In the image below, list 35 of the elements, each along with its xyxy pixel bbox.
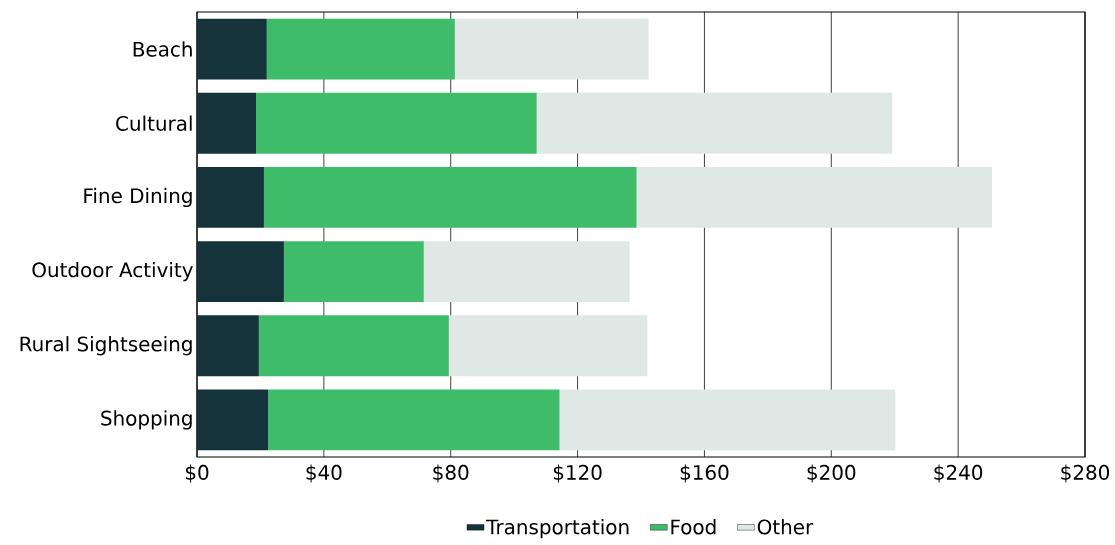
bar — [197, 92, 256, 154]
bar — [268, 389, 560, 451]
x-tick-label: $0 — [185, 464, 209, 483]
x-tick-label: $240 — [934, 464, 983, 483]
bar — [197, 167, 264, 228]
bar — [448, 315, 648, 377]
bar — [283, 241, 424, 302]
y-tick-label: Rural Sightseeing — [20, 336, 192, 356]
x-tick-label: $160 — [680, 464, 729, 483]
y-tick-label: Cultural — [116, 115, 192, 131]
x-tick-label: $80 — [433, 464, 469, 483]
x-tick-label: $280 — [1061, 464, 1110, 483]
x-tick-label: $200 — [807, 464, 856, 483]
y-tick-label: Beach — [133, 41, 192, 57]
bar — [263, 167, 637, 228]
bar — [559, 389, 896, 451]
bar — [197, 389, 269, 451]
legend-label: Transportation — [486, 519, 629, 539]
bar — [266, 18, 455, 80]
legend-label: Food — [671, 519, 716, 535]
x-tick-label: $120 — [553, 464, 602, 483]
bar — [197, 241, 284, 302]
legend-label: Other — [757, 519, 814, 535]
bar — [197, 315, 259, 377]
bar — [636, 167, 993, 228]
bar — [423, 241, 630, 302]
y-tick-label: Outdoor Activity — [32, 261, 193, 282]
bar — [454, 18, 649, 80]
y-tick-label: Shopping — [101, 410, 192, 430]
bar — [256, 92, 537, 154]
bar — [536, 92, 893, 154]
bar — [258, 315, 449, 377]
y-tick-label: Fine Dining — [84, 187, 192, 208]
x-tick-label: $40 — [306, 464, 342, 483]
bar — [197, 18, 267, 80]
